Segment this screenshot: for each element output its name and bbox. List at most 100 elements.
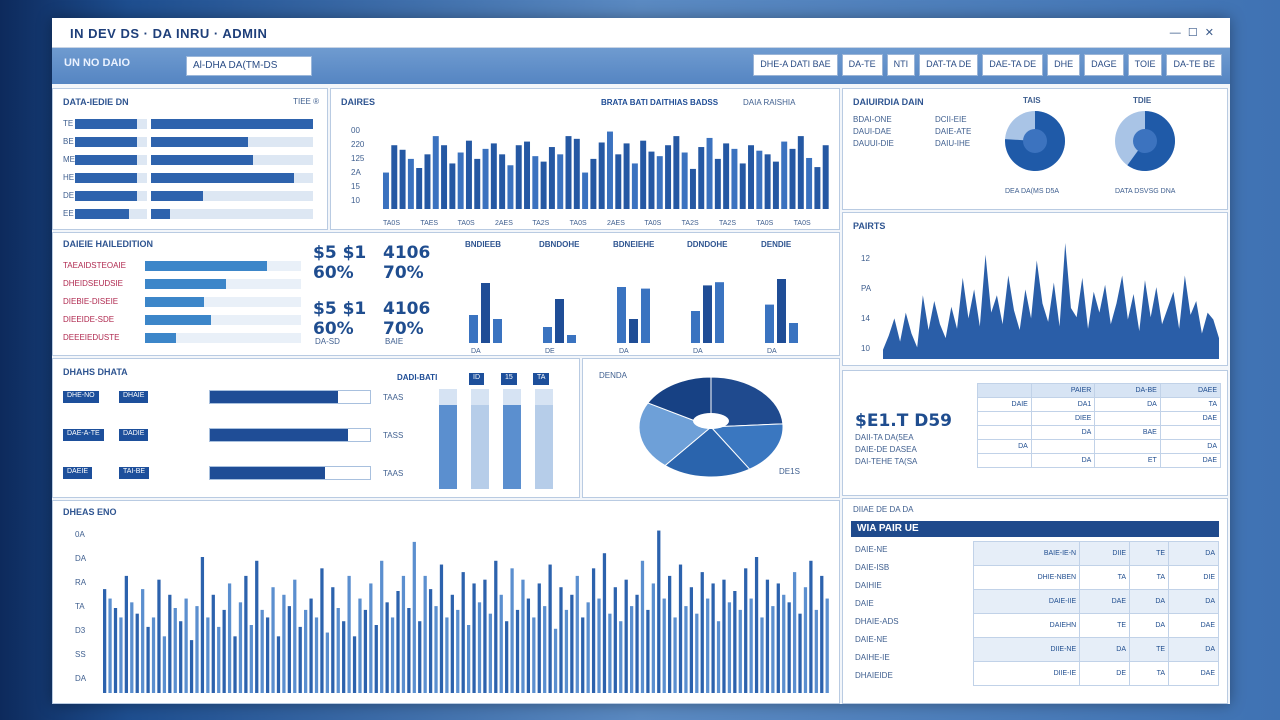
kpi-value-top: $5 $1 [313,299,367,319]
ledger-left-line: DAIHIE [855,581,882,590]
mini-bar-charts: BNDIEEB DA DBNDOHE DE BDNEIEHE DA DDNDOHE DA DEN… [465,240,798,355]
ledger-cell: BAIE-IE-N [972,541,1081,566]
table-sub-line: DAII-TA DA(5EA [855,433,914,442]
table-cell: BAE [1094,425,1161,440]
chart-bar [515,145,522,209]
kpi-row-fill [145,315,211,325]
ledger-cell: TE [1079,613,1131,638]
x-tick-label: TA0S [570,220,587,227]
chart-bar [565,136,572,209]
window-controls[interactable]: — ☐ ✕ [1169,27,1216,39]
ledger-cell: TE [1129,637,1170,662]
chart-bar [615,154,622,209]
table-row: DA DA [977,439,1222,454]
mini-bar [555,299,564,343]
chart-bar [416,168,423,209]
chart-bar [391,145,398,209]
row-progress-fill [210,467,326,479]
ledger-cell: DA [1079,637,1131,662]
toolbar-button[interactable]: DA-TE BE [1166,54,1222,76]
ledger-left-line: DAIE-NE [855,635,888,644]
toolbar-button[interactable]: DAE-TA DE [982,54,1044,76]
ledger-cell: DAE [1168,661,1219,686]
chart-bar [490,143,497,209]
chart-bar [698,147,705,209]
toolbar-button[interactable]: DA-TE [841,54,883,76]
row-chip-secondary[interactable]: DHAIE [119,391,149,403]
search-input[interactable]: Al-DHA DA(TM-DS [186,56,312,76]
toolbar-button[interactable]: DHE-A DATI BAE [753,54,838,76]
chart-bar [772,161,779,209]
donut-title: TAIS [1023,96,1041,105]
row-chip[interactable]: DAE-A-TE [63,429,104,441]
chart-bar [211,594,215,693]
chart-bar [656,156,663,209]
y-tick-label: TA [75,602,85,611]
chart-bar [244,575,248,693]
chart-bar [532,617,536,693]
table-row: DA BAE [977,425,1222,440]
table-cell: DA [977,439,1032,454]
kpi-row-track [145,261,301,271]
kpi-row-fill [145,261,267,271]
toolbar-button[interactable]: DAT-TA DE [919,54,979,76]
row-chip[interactable]: DAEIE [63,467,93,479]
chart-bar [499,154,506,209]
toolbar-nav-label[interactable]: UN NO DAIO [64,57,130,69]
y-tick-label: RA [75,578,87,587]
toolbar-button[interactable]: DHE [1047,54,1081,76]
bar-left-track [75,209,147,219]
row-chip-secondary[interactable]: DADIE [119,429,149,441]
chart-bar [798,613,802,693]
chart-bar [298,626,302,693]
table-cell: DAE [1159,453,1222,468]
donut-caption: DEA DA(MS D5A [1005,188,1059,195]
kpi-row-fill [145,297,205,307]
chart-bar [293,579,297,693]
row-chip[interactable]: DHE-NO [63,391,99,403]
panel-title: PAIRTS [853,221,886,231]
chart-bar [352,636,357,693]
panel-bottom-chart: DHEAS ENO 0A DA RA TA D3 SS DA [52,500,840,704]
chart-bar [646,609,650,693]
kpi-row-label: DHEIDSEUDSIE [63,279,124,288]
pie-hole [693,413,729,429]
chart-bar [521,579,525,693]
chart-bar [668,575,672,693]
kpi-value-top: 4106 [383,299,431,319]
ledger-header: WIA PAIR UE [851,521,1219,537]
ledger-cell: DIIE-NE [972,637,1081,662]
chart-bar [130,602,134,693]
chart-bar [590,158,597,209]
ledger-cell: DIE [1168,565,1219,590]
row-progress-track [209,466,371,480]
y-tick-label: 12 [861,254,870,263]
panel-title: DHAHS DHATA [63,367,128,377]
x-tick-label: TA2S [719,220,736,227]
chart-bar [331,587,335,693]
chart-bar [635,594,639,693]
chart-bar [189,640,194,693]
bar-right-fill [151,119,313,129]
toolbar-button[interactable]: DAGE [1084,54,1124,76]
kpi-value-bottom: 60% [313,319,354,339]
mini-bar [469,315,478,343]
title-bar: IN DEV DS · DA INRU · ADMIN — ☐ ✕ [52,18,1230,48]
column-bar-fill [535,405,553,489]
kpi-value-top: 4106 [383,243,431,263]
bar-right-track [151,209,313,219]
toolbar-button[interactable]: NTI [886,54,916,76]
panel-corner-label[interactable]: TIEE ® [293,97,319,106]
table-cell: DA [1094,397,1161,412]
row-chip-secondary[interactable]: TAI-BE [119,467,150,479]
chart-bar [640,560,645,693]
chart-bar [559,587,563,693]
app-title: IN DEV DS · DA INRU · ADMIN [70,26,268,41]
table-cell: DA1 [1030,397,1096,412]
chart-bar [806,157,813,209]
bottom-bar-chart: 0A DA RA TA D3 SS DA [75,530,829,693]
chart-bar [543,606,547,693]
bar-right-fill [151,209,171,219]
toolbar-button[interactable]: TOIE [1127,54,1163,76]
kpi-row-track [145,279,301,289]
